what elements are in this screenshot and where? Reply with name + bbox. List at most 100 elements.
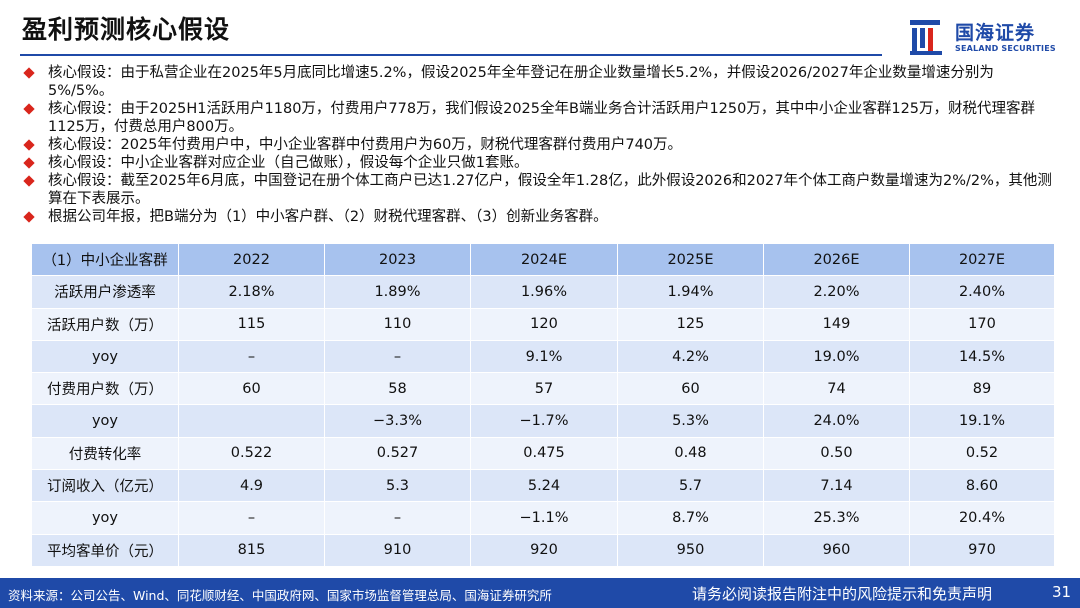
header-cell: 2026E bbox=[763, 244, 910, 277]
bullet: 核心假设：由于私营企业在2025年5月底同比增速5.2%，假设2025年全年登记… bbox=[22, 64, 1052, 100]
table-cell: 8.7% bbox=[617, 501, 764, 535]
table-cell: 950 bbox=[617, 534, 764, 567]
bullet-text: 根据公司年报，把B端分为（1）中小客户群、（2）财税代理客群、（3）创新业务客群… bbox=[48, 209, 608, 225]
header-cell: 2022 bbox=[178, 244, 325, 277]
table-cell: 14.5% bbox=[909, 340, 1055, 374]
table-cell: – bbox=[324, 340, 471, 374]
table-cell: 19.0% bbox=[763, 340, 910, 374]
bullet: 根据公司年报，把B端分为（1）中小客户群、（2）财税代理客群、（3）创新业务客群… bbox=[22, 208, 1052, 226]
header-cell: 2027E bbox=[909, 244, 1055, 277]
table-cell: 5.3% bbox=[617, 404, 764, 438]
table-cell: 74 bbox=[763, 372, 910, 406]
table-cell: 0.48 bbox=[617, 437, 764, 471]
header-cell: 2025E bbox=[617, 244, 764, 277]
table-cell: yoy bbox=[32, 340, 179, 374]
bullet-text: 核心假设：2025年付费用户中，中小企业客群中付费用户为60万，财税代理客群付费… bbox=[48, 137, 683, 153]
table-cell: – bbox=[178, 340, 325, 374]
table-cell: 170 bbox=[909, 308, 1055, 341]
table-cell: 7.14 bbox=[763, 469, 910, 503]
bullet-text: 核心假设：截至2025年6月底，中国登记在册个体工商户已达1.27亿户，假设全年… bbox=[48, 173, 1052, 207]
table-cell: 149 bbox=[763, 308, 910, 341]
table-row: 平均客单价（元） 815 910 920 950 960 970 bbox=[32, 534, 1055, 567]
table-cell: 9.1% bbox=[470, 340, 618, 374]
bullet: 核心假设：由于2025H1活跃用户1180万，付费用户778万，我们假设2025… bbox=[22, 100, 1052, 136]
bullet: 核心假设：截至2025年6月底，中国登记在册个体工商户已达1.27亿户，假设全年… bbox=[22, 172, 1052, 208]
table-cell: 89 bbox=[909, 372, 1055, 406]
bullet-marker bbox=[23, 103, 35, 115]
table-cell: 4.9 bbox=[178, 469, 325, 503]
table-cell: 115 bbox=[178, 308, 325, 341]
table-cell: yoy bbox=[32, 501, 179, 535]
table-cell: – bbox=[178, 501, 325, 535]
table-cell: 活跃用户渗透率 bbox=[32, 275, 179, 309]
bullet-marker bbox=[23, 211, 35, 223]
bullet-marker bbox=[23, 67, 35, 79]
disclaimer: 请务必阅读报告附注中的风险提示和免责声明 bbox=[692, 585, 993, 603]
table-cell: 58 bbox=[324, 372, 471, 406]
bullet-text: 核心假设：中小企业客群对应企业（自己做账），假设每个企业只做1套账。 bbox=[48, 155, 529, 171]
table-cell: 2.40% bbox=[909, 275, 1055, 309]
table-row: 付费转化率 0.522 0.527 0.475 0.48 0.50 0.52 bbox=[32, 437, 1055, 471]
logo-subtext: SEALAND SECURITIES bbox=[955, 44, 1056, 53]
table-row: yoy – – −1.1% 8.7% 25.3% 20.4% bbox=[32, 501, 1055, 535]
bullet-text: 核心假设：由于2025H1活跃用户1180万，付费用户778万，我们假设2025… bbox=[48, 101, 1036, 135]
table: （1）中小企业客群 2022 2023 2024E 2025E 2026E 2027E 活跃用… bbox=[32, 244, 1055, 567]
table-row: 活跃用户渗透率 2.18% 1.89% 1.96% 1.94% 2.20% 2.40% bbox=[32, 275, 1055, 309]
bullet-text: 核心假设：由于私营企业在2025年5月底同比增速5.2%，假设2025年全年登记… bbox=[48, 65, 994, 99]
footer: 资料来源：公司公告、Wind、同花顺财经、中国政府网、国家市场监督管理总局、国海… bbox=[0, 578, 1080, 608]
table-cell: 平均客单价（元） bbox=[32, 534, 179, 567]
page-number: 31 bbox=[1052, 583, 1072, 601]
table-cell: 57 bbox=[470, 372, 618, 406]
table-cell: 5.7 bbox=[617, 469, 764, 503]
table-cell: 1.94% bbox=[617, 275, 764, 309]
table-cell: 5.3 bbox=[324, 469, 471, 503]
table-cell: 0.527 bbox=[324, 437, 471, 471]
table-cell: 1.89% bbox=[324, 275, 471, 309]
bullet-marker bbox=[23, 157, 35, 169]
table-cell: 付费用户数（万） bbox=[32, 372, 179, 406]
table-cell: 8.60 bbox=[909, 469, 1055, 503]
table-cell: 付费转化率 bbox=[32, 437, 179, 471]
table-cell: −1.7% bbox=[470, 404, 618, 438]
header-cell: （1）中小企业客群 bbox=[32, 244, 179, 277]
table-cell: 920 bbox=[470, 534, 618, 567]
header-row: （1）中小企业客群 2022 2023 2024E 2025E 2026E 2027E bbox=[32, 244, 1055, 277]
bullet-list: 核心假设：由于私营企业在2025年5月底同比增速5.2%，假设2025年全年登记… bbox=[22, 64, 1052, 226]
table-cell: 4.2% bbox=[617, 340, 764, 374]
table-cell bbox=[178, 404, 325, 438]
bullet-marker bbox=[23, 175, 35, 187]
table-cell: 110 bbox=[324, 308, 471, 341]
table-cell: 5.24 bbox=[470, 469, 618, 503]
table-cell: 1.96% bbox=[470, 275, 618, 309]
table-cell: 19.1% bbox=[909, 404, 1055, 438]
table-row: yoy – –9.1% 4.2% 19.0% 14.5% bbox=[32, 340, 1055, 374]
table-cell: 0.522 bbox=[178, 437, 325, 471]
table-row: 付费用户数（万） 60 58 57 60 74 89 bbox=[32, 372, 1055, 406]
table-cell: 815 bbox=[178, 534, 325, 567]
header-cell: 2023 bbox=[324, 244, 471, 277]
table-cell: 25.3% bbox=[763, 501, 910, 535]
table-cell: −3.3% bbox=[324, 404, 471, 438]
logo-text: 国海证券 bbox=[955, 22, 1036, 44]
logo-icon bbox=[910, 20, 942, 55]
header-rule bbox=[20, 54, 882, 56]
table-cell: 2.18% bbox=[178, 275, 325, 309]
source-note: 资料来源：公司公告、Wind、同花顺财经、中国政府网、国家市场监督管理总局、国海… bbox=[8, 588, 552, 603]
table-cell: 20.4% bbox=[909, 501, 1055, 535]
table-cell: 125 bbox=[617, 308, 764, 341]
table-cell: 910 bbox=[324, 534, 471, 567]
table-cell: – bbox=[324, 501, 471, 535]
table-cell: 0.50 bbox=[763, 437, 910, 471]
table-cell: 活跃用户数（万） bbox=[32, 308, 179, 341]
table-cell: 订阅收入（亿元） bbox=[32, 469, 179, 503]
header-cell: 2024E bbox=[470, 244, 618, 277]
table-cell: 0.52 bbox=[909, 437, 1055, 471]
table-cell: 0.475 bbox=[470, 437, 618, 471]
table-cell: 970 bbox=[909, 534, 1055, 567]
table-cell: 120 bbox=[470, 308, 618, 341]
table-row: 订阅收入（亿元） 4.9 5.3 5.24 5.7 7.14 8.60 bbox=[32, 469, 1055, 503]
table-cell: yoy bbox=[32, 404, 179, 438]
table-cell: 960 bbox=[763, 534, 910, 567]
bullet-marker bbox=[23, 139, 35, 151]
